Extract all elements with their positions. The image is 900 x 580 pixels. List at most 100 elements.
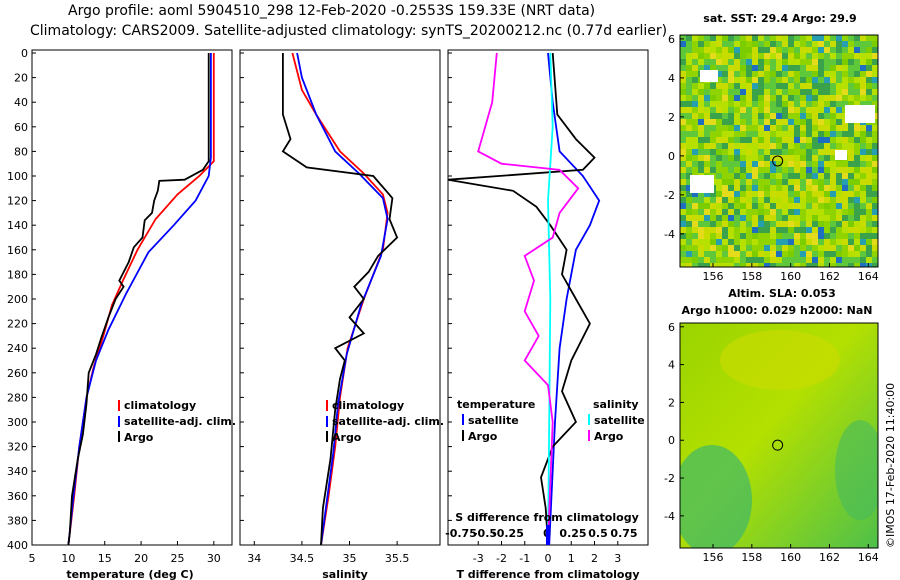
sst-cell	[842, 65, 848, 71]
sst-cell	[692, 143, 698, 149]
sst-cell	[716, 239, 722, 245]
sst-cell	[770, 209, 776, 215]
sst-cell	[848, 41, 854, 47]
sst-cell	[728, 155, 734, 161]
legend-label-satellite: satellite-adj. clim.	[332, 415, 444, 428]
sst-cell	[866, 137, 872, 143]
sst-cell	[836, 227, 842, 233]
sst-cell	[872, 59, 878, 65]
map-y-tick-label: -2	[664, 189, 675, 202]
sst-cell	[728, 191, 734, 197]
sst-cell	[698, 257, 704, 263]
sst-cell	[818, 263, 824, 267]
sst-cell	[872, 167, 878, 173]
sst-cell	[734, 101, 740, 107]
sst-cell	[836, 47, 842, 53]
sst-cell	[692, 83, 698, 89]
sst-cell	[764, 161, 770, 167]
sst-cell	[764, 215, 770, 221]
sst-cell	[758, 257, 764, 263]
sst-cell	[698, 215, 704, 221]
sst-cell	[722, 131, 728, 137]
sst-cell	[686, 233, 692, 239]
sst-cell	[734, 257, 740, 263]
sst-cell	[716, 125, 722, 131]
sst-cell	[782, 35, 788, 41]
sst-cell	[770, 143, 776, 149]
sst-cell	[704, 113, 710, 119]
sst-cell	[818, 77, 824, 83]
sst-cell	[770, 239, 776, 245]
sst-cell	[722, 101, 728, 107]
sst-cell	[698, 119, 704, 125]
sst-cell	[686, 191, 692, 197]
sst-cell	[794, 161, 800, 167]
sst-cell	[776, 221, 782, 227]
sst-cell	[854, 77, 860, 83]
sst-cell	[794, 65, 800, 71]
sst-cell	[794, 221, 800, 227]
sst-cell	[866, 95, 872, 101]
sst-cell	[812, 137, 818, 143]
sst-cell	[806, 197, 812, 203]
sst-cell	[806, 131, 812, 137]
x-tick-label: -1	[519, 552, 530, 565]
sst-cell	[728, 113, 734, 119]
sst-cell	[818, 167, 824, 173]
sst-cell	[824, 239, 830, 245]
sst-cell	[854, 41, 860, 47]
x-tick-label: 30	[207, 552, 221, 565]
sst-cell	[698, 65, 704, 71]
sst-cell	[794, 257, 800, 263]
sst-cell	[698, 233, 704, 239]
sst-cell	[746, 233, 752, 239]
argo-location-marker	[772, 439, 784, 451]
sst-cell	[710, 83, 716, 89]
sst-cell	[854, 95, 860, 101]
sst-cell	[758, 95, 764, 101]
sst-cell	[728, 89, 734, 95]
sst-cell	[746, 65, 752, 71]
sst-cell	[752, 209, 758, 215]
sst-cell	[758, 239, 764, 245]
sst-cell	[758, 71, 764, 77]
sla-map-frame	[679, 322, 879, 549]
sst-cell	[818, 203, 824, 209]
sst-cell	[830, 179, 836, 185]
sst-cell	[848, 257, 854, 263]
salinity-difference-ticks: -0.75-0.5-0.2500.250.50.75	[445, 525, 638, 545]
sst-cell	[800, 65, 806, 71]
sst-cell	[728, 239, 734, 245]
sst-cell	[728, 149, 734, 155]
sst-cell	[872, 227, 878, 233]
sst-cell	[818, 83, 824, 89]
sst-cell	[758, 221, 764, 227]
sst-cell	[860, 143, 866, 149]
sst-cell	[788, 89, 794, 95]
sst-cell	[746, 155, 752, 161]
sst-cell	[704, 65, 710, 71]
map-x-tick-label: 158	[741, 270, 762, 283]
sst-cell	[764, 89, 770, 95]
sst-cell	[866, 53, 872, 59]
sst-cell	[866, 77, 872, 83]
sst-cell	[764, 119, 770, 125]
sst-cell	[812, 173, 818, 179]
sst-cell	[752, 77, 758, 83]
sst-cell	[794, 143, 800, 149]
sst-cell	[722, 185, 728, 191]
sst-cell	[728, 179, 734, 185]
sst-cell	[764, 83, 770, 89]
legend-swatch-t-argo	[462, 430, 464, 441]
sst-cell	[818, 227, 824, 233]
sst-cell	[830, 149, 836, 155]
sst-cell	[764, 65, 770, 71]
sst-cell	[776, 149, 782, 155]
sst-cell	[710, 119, 716, 125]
sst-cell	[770, 203, 776, 209]
series-line-t-argo	[447, 52, 596, 546]
sst-cell	[824, 179, 830, 185]
sst-cell	[806, 179, 812, 185]
sst-cell	[758, 245, 764, 251]
sst-cell	[704, 107, 710, 113]
